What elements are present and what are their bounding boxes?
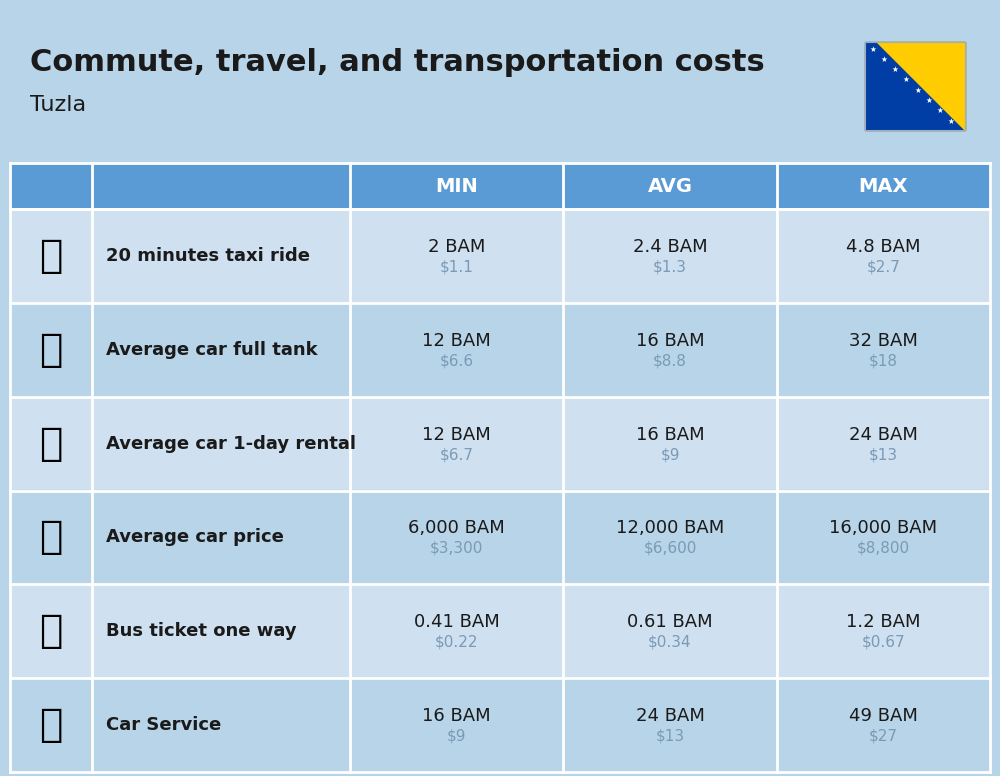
Text: 6,000 BAM: 6,000 BAM [408,519,505,538]
Text: $0.22: $0.22 [435,635,478,650]
Text: $1.3: $1.3 [653,259,687,275]
Text: $9: $9 [660,447,680,462]
Text: ★: ★ [925,96,932,105]
Bar [10,303,990,397]
Text: $13: $13 [655,729,685,743]
Text: 1.2 BAM: 1.2 BAM [846,613,921,631]
Text: 🚕: 🚕 [39,237,63,275]
Text: MAX: MAX [859,176,908,196]
Text: 2.4 BAM: 2.4 BAM [633,238,707,256]
Text: ★: ★ [914,86,921,95]
Text: 12 BAM: 12 BAM [422,332,491,350]
Text: $2.7: $2.7 [866,259,900,275]
Text: 12 BAM: 12 BAM [422,425,491,444]
Text: 16 BAM: 16 BAM [636,425,704,444]
Text: $6.6: $6.6 [440,353,474,369]
Text: 49 BAM: 49 BAM [849,707,918,725]
Text: ★: ★ [903,75,910,85]
Text: $13: $13 [869,447,898,462]
Bar [10,584,990,678]
Text: $9: $9 [447,729,466,743]
Text: ★: ★ [881,55,888,64]
Bar [10,209,990,303]
Text: 2 BAM: 2 BAM [428,238,485,256]
Text: 16,000 BAM: 16,000 BAM [829,519,937,538]
Text: AVG: AVG [648,176,692,196]
Bar [865,42,965,130]
Text: $0.34: $0.34 [648,635,692,650]
Text: ⛽: ⛽ [39,331,63,369]
Text: $6,600: $6,600 [643,541,697,556]
Bar [865,42,965,130]
Text: 🚙: 🚙 [39,424,63,462]
Text: $8.8: $8.8 [653,353,687,369]
Text: $27: $27 [869,729,898,743]
Text: $3,300: $3,300 [430,541,483,556]
Text: $6.7: $6.7 [440,447,474,462]
Text: ★: ★ [892,65,899,74]
Bar [10,163,990,209]
Text: 🚗: 🚗 [39,518,63,556]
Text: $0.67: $0.67 [862,635,905,650]
Bar [0,0,1000,155]
Bar [10,397,990,490]
Text: 16 BAM: 16 BAM [422,707,491,725]
Text: Car Service: Car Service [106,716,221,734]
Text: 4.8 BAM: 4.8 BAM [846,238,921,256]
Text: Average car full tank: Average car full tank [106,341,318,359]
Text: ★: ★ [948,116,954,126]
Text: 0.41 BAM: 0.41 BAM [414,613,500,631]
Text: 20 minutes taxi ride: 20 minutes taxi ride [106,247,310,265]
Text: 🚌: 🚌 [39,612,63,650]
Bar [10,678,990,772]
Text: Average car 1-day rental: Average car 1-day rental [106,435,356,452]
Polygon shape [877,42,965,130]
Text: 12,000 BAM: 12,000 BAM [616,519,724,538]
Text: Commute, travel, and transportation costs: Commute, travel, and transportation cost… [30,48,765,77]
Text: $8,800: $8,800 [857,541,910,556]
Text: $18: $18 [869,353,898,369]
Text: 🔧: 🔧 [39,706,63,744]
Text: Average car price: Average car price [106,528,284,546]
Text: 16 BAM: 16 BAM [636,332,704,350]
Text: ★: ★ [870,44,876,54]
Text: 0.61 BAM: 0.61 BAM [627,613,713,631]
Bar [10,490,990,584]
Text: $1.1: $1.1 [440,259,474,275]
Text: Bus ticket one way: Bus ticket one way [106,622,297,640]
Text: Tuzla: Tuzla [30,95,86,115]
Text: 24 BAM: 24 BAM [636,707,704,725]
Text: MIN: MIN [435,176,478,196]
Text: 32 BAM: 32 BAM [849,332,918,350]
Text: ★: ★ [936,106,943,116]
Text: 24 BAM: 24 BAM [849,425,918,444]
